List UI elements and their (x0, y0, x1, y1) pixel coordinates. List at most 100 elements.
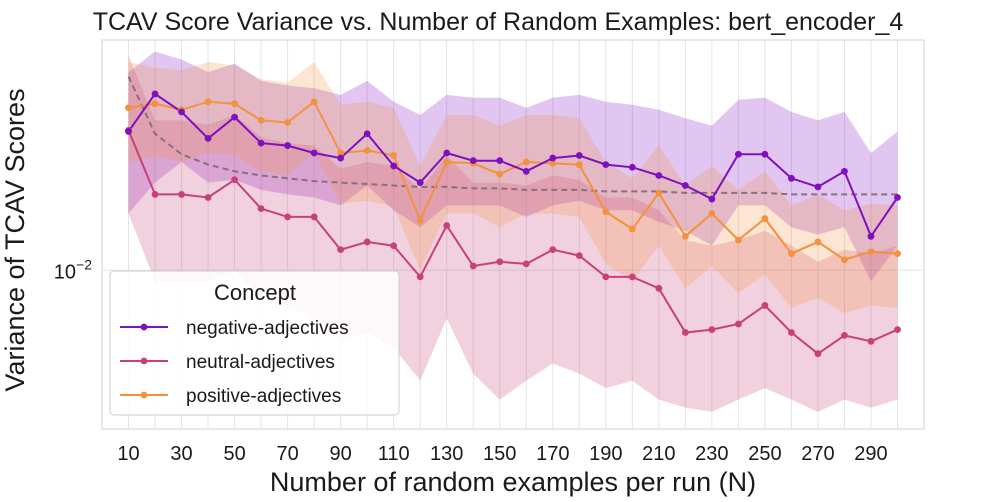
negative-adjectives-point (814, 183, 822, 191)
positive-adjectives-point (894, 250, 901, 258)
legend-label: negative-adjectives (186, 318, 349, 339)
negative-adjectives-line (127, 92, 899, 239)
legend-swatch-marker (140, 391, 148, 399)
x-tick-label: 50 (223, 443, 245, 465)
neutral-adjectives-point (655, 284, 663, 292)
neutral-adjectives-line (127, 129, 898, 355)
negative-adjectives-point (469, 157, 477, 165)
x-tick-labels: 10 30 50 70 90 110 130 150 170 190 210 230 250 270 290 (117, 443, 887, 465)
neutral-adjectives-point (284, 213, 292, 221)
legend-title: Concept (214, 280, 296, 305)
legend-items: negative-adjectives neutral-adjectives pos… (120, 318, 349, 407)
positive-adjectives-point (151, 100, 159, 108)
x-tick-label: 30 (170, 443, 192, 465)
positive-adjectives-point (125, 104, 132, 112)
x-tick-label: 150 (483, 443, 516, 465)
negative-adjectives-point (788, 174, 795, 182)
x-tick-label: 70 (276, 443, 298, 465)
positive-adjectives-point (761, 215, 769, 222)
positive-adjectives-point (602, 208, 610, 216)
x-tick-label: 130 (430, 443, 463, 465)
positive-adjectives-point (549, 159, 557, 167)
negative-adjectives-point (867, 232, 875, 240)
positive-adjectives-point (257, 116, 265, 124)
neutral-adjectives-point (522, 260, 530, 268)
trend-line (127, 76, 898, 196)
y-tick-label: 10−2 (54, 256, 92, 283)
neutral-adjectives-point (814, 350, 822, 358)
positive-adjectives-point (231, 100, 238, 108)
neutral-adjectives-point (469, 262, 477, 270)
positive-adjectives-point (788, 250, 795, 258)
positive-adjectives-point (310, 98, 318, 106)
neutral-adjectives-point (416, 273, 424, 281)
x-tick-label: 190 (589, 443, 622, 465)
y-axis-label: Variance of TCAV Scores (0, 88, 30, 391)
negative-adjectives-point (761, 150, 769, 158)
chart-title: TCAV Score Variance vs. Number of Random… (93, 8, 904, 36)
legend-label: neutral-adjectives (186, 352, 335, 373)
neutral-adjectives-point (178, 191, 185, 198)
legend-swatch-marker (140, 323, 148, 331)
negative-adjectives-point (416, 179, 424, 186)
neutral-adjectives-point (894, 326, 901, 334)
neutral-adjectives-point (204, 194, 212, 201)
negative-adjectives-point (549, 154, 557, 162)
neutral-adjectives-point (257, 205, 265, 212)
x-tick-label: 10 (117, 443, 139, 465)
neutral-adjectives-point (761, 302, 769, 309)
neutral-adjectives-point (337, 246, 345, 254)
negative-adjectives-point (257, 139, 265, 147)
negative-adjectives-point (390, 162, 398, 170)
negative-adjectives-point (151, 90, 159, 98)
negative-adjectives-point (575, 152, 583, 159)
positive-adjectives-point (390, 152, 398, 159)
negative-adjectives-point (231, 113, 238, 121)
x-tick-label: 270 (801, 443, 834, 465)
positive-adjectives-point (628, 225, 636, 233)
neutral-adjectives-point (496, 258, 504, 266)
x-tick-label: 210 (642, 443, 675, 465)
legend: Concept negative-adjectives neutral-adjec… (109, 270, 400, 416)
neutral-adjectives-point (628, 273, 636, 281)
positive-adjectives-point (284, 119, 292, 126)
positive-adjectives-point (575, 161, 583, 168)
neutral-adjectives-point (310, 213, 318, 221)
positive-adjectives-point (496, 170, 504, 178)
negative-adjectives-point (125, 128, 132, 135)
neutral-adjectives-point (867, 337, 875, 345)
neutral-adjectives-point (575, 252, 583, 260)
negative-adjectives-point (602, 161, 610, 168)
positive-adjectives-point (841, 256, 848, 264)
positive-adjectives-point (814, 238, 822, 246)
positive-adjectives-point (708, 210, 716, 217)
neutral-adjectives-point (841, 331, 848, 339)
positive-adjectives-point (204, 98, 212, 106)
neutral-adjectives-point (151, 191, 159, 198)
negative-adjectives-point (734, 150, 742, 158)
negative-adjectives-point (337, 154, 345, 162)
neutral-adjectives-point (734, 320, 742, 328)
x-tick-label: 110 (378, 443, 410, 465)
negative-adjectives-point (284, 142, 292, 149)
neutral-adjectives-point (363, 238, 371, 246)
negative-adjectives-point (628, 163, 636, 171)
negative-adjectives-point (443, 149, 451, 157)
neutral-adjectives-point (443, 222, 451, 229)
positive-adjectives-band (128, 62, 898, 314)
neutral-adjectives-point (549, 246, 557, 254)
negative-adjectives-point (178, 108, 185, 116)
neutral-adjectives-point (231, 176, 238, 184)
neutral-adjectives-point (708, 326, 716, 334)
x-tick-label: 250 (748, 443, 781, 465)
x-tick-label: 290 (854, 443, 887, 465)
positive-adjectives-point (337, 149, 345, 157)
neutral-adjectives-point (681, 329, 689, 336)
x-tick-label: 230 (695, 443, 728, 465)
series-markers (125, 90, 901, 358)
negative-adjectives-point (655, 172, 663, 179)
neutral-adjectives-point (390, 242, 398, 250)
series-lines (127, 92, 899, 355)
positive-adjectives-point (363, 147, 371, 154)
